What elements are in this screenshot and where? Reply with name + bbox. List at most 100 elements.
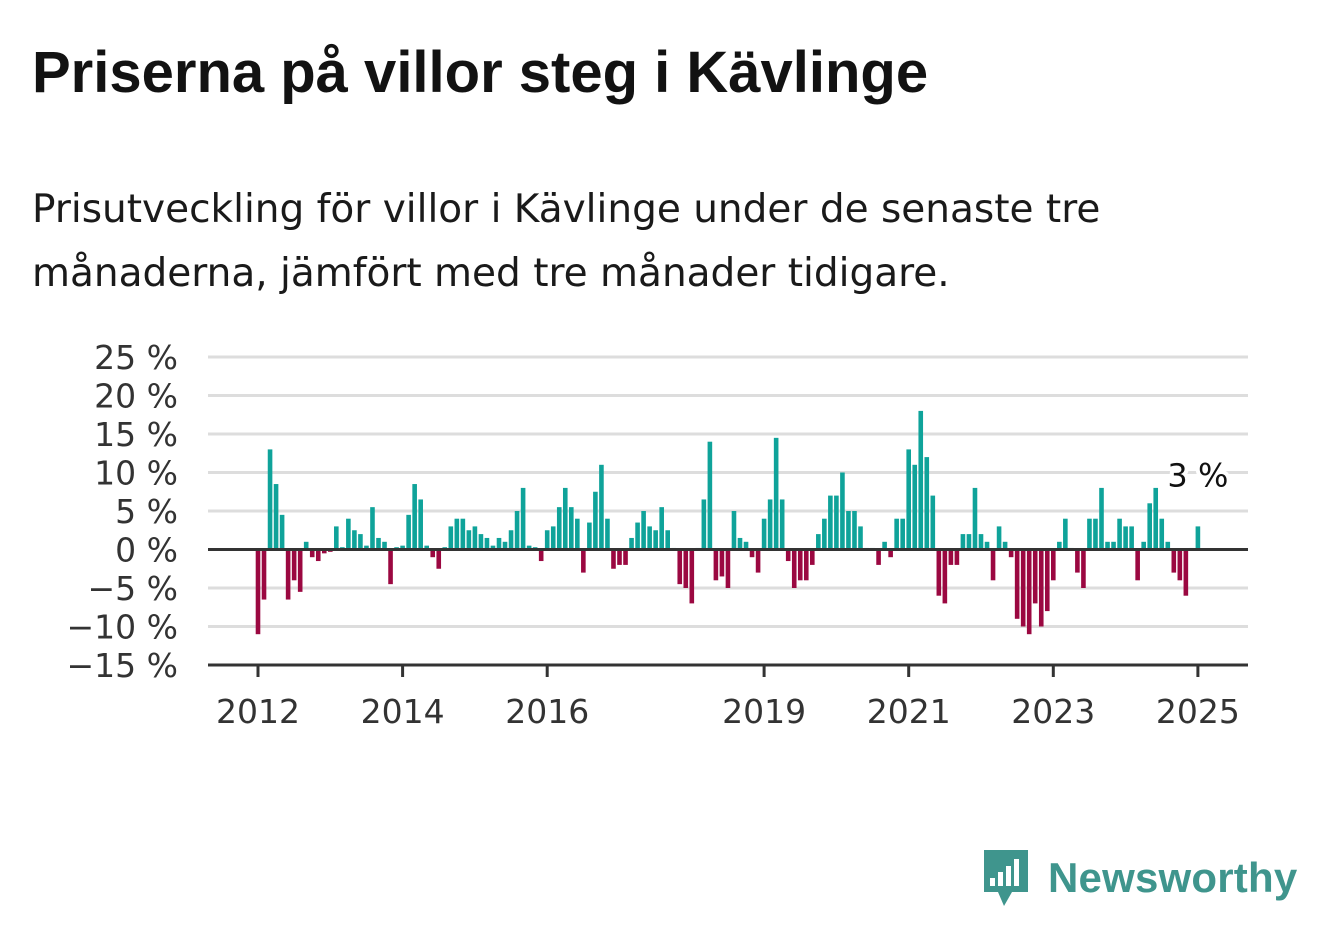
bars — [255, 410, 1201, 635]
bar — [1002, 541, 1008, 550]
bar — [828, 495, 833, 550]
bar — [701, 499, 707, 550]
bar — [478, 534, 484, 550]
y-tick-label: 5 % — [115, 492, 178, 531]
bar — [1183, 549, 1189, 596]
bar — [894, 518, 899, 550]
bar — [544, 530, 550, 550]
bar — [1147, 503, 1152, 550]
bar — [1081, 549, 1086, 588]
bar — [400, 545, 405, 550]
bar — [1057, 541, 1062, 550]
bar — [460, 518, 466, 550]
y-tick-label: 25 % — [94, 338, 178, 377]
bar — [942, 549, 948, 604]
bar — [1087, 518, 1092, 550]
bar — [418, 499, 423, 550]
bar — [1153, 487, 1159, 550]
bar — [1141, 541, 1146, 550]
gridlines — [208, 355, 1248, 628]
bar — [659, 507, 664, 550]
bar — [309, 549, 315, 558]
x-tick-label: 2021 — [867, 692, 951, 731]
bar — [1063, 518, 1068, 550]
bar — [852, 511, 857, 550]
bar — [562, 487, 568, 550]
chart-subtitle: Prisutveckling för villor i Kävlinge und… — [32, 187, 1101, 296]
bar — [779, 499, 785, 550]
bar — [334, 526, 339, 550]
bar — [803, 549, 809, 581]
x-tick-label: 2025 — [1156, 692, 1240, 731]
bar — [279, 514, 285, 550]
x-tick-label: 2014 — [361, 692, 445, 731]
bar — [285, 549, 291, 600]
bar — [876, 549, 881, 565]
bar — [846, 511, 851, 550]
bar — [1123, 526, 1128, 550]
bar — [538, 549, 544, 562]
bar — [767, 499, 773, 550]
y-axis-tick-labels: 25 %20 %15 %10 %5 %0 %−5 %−10 %−15 % — [67, 338, 179, 685]
bar — [707, 441, 713, 550]
bar — [725, 549, 731, 588]
bar — [412, 484, 417, 550]
bar — [611, 549, 616, 569]
bar — [556, 507, 562, 550]
bar — [472, 526, 478, 550]
bar — [737, 537, 743, 550]
bar — [376, 537, 381, 550]
bar — [665, 530, 670, 550]
bar — [1014, 549, 1020, 619]
bar — [960, 534, 966, 550]
bar — [358, 534, 363, 550]
bar — [315, 549, 321, 562]
y-tick-label: 0 % — [115, 531, 178, 570]
bar — [436, 549, 442, 569]
bar — [1111, 541, 1116, 550]
bar — [605, 518, 610, 550]
bar — [990, 549, 996, 581]
bar — [1129, 526, 1134, 550]
bar — [593, 491, 598, 550]
bar — [996, 526, 1002, 550]
bar — [731, 511, 737, 550]
bar — [352, 530, 357, 550]
bar — [1026, 549, 1032, 635]
bar — [900, 518, 905, 550]
bar — [834, 495, 839, 550]
bar — [261, 549, 267, 600]
chart-title: Priserna på villor steg i Kävlinge — [32, 40, 929, 105]
bar — [424, 545, 429, 550]
bar — [255, 549, 261, 635]
y-tick-label: 10 % — [94, 454, 178, 493]
bar — [743, 541, 749, 550]
bar — [508, 530, 514, 550]
bar — [810, 549, 815, 565]
bar — [972, 487, 978, 550]
bar — [719, 549, 725, 577]
bar — [713, 549, 719, 581]
newsworthy-logo: Newsworthy — [982, 846, 1297, 910]
bar — [587, 522, 592, 550]
bar — [918, 410, 924, 550]
y-tick-label: 20 % — [94, 377, 178, 416]
bar — [773, 437, 779, 550]
bar — [490, 545, 496, 550]
bar — [526, 545, 532, 550]
bar — [569, 507, 574, 550]
y-tick-label: −5 % — [88, 569, 179, 608]
bar — [430, 549, 436, 558]
bar — [1008, 549, 1014, 558]
bar — [785, 549, 791, 562]
bar — [683, 549, 689, 588]
bar — [388, 549, 393, 585]
bar — [1099, 487, 1104, 550]
bar — [930, 495, 936, 550]
bar — [936, 549, 942, 596]
bar — [502, 541, 508, 550]
bar — [496, 537, 502, 550]
bar — [948, 549, 954, 565]
y-tick-label: −10 % — [67, 608, 179, 647]
